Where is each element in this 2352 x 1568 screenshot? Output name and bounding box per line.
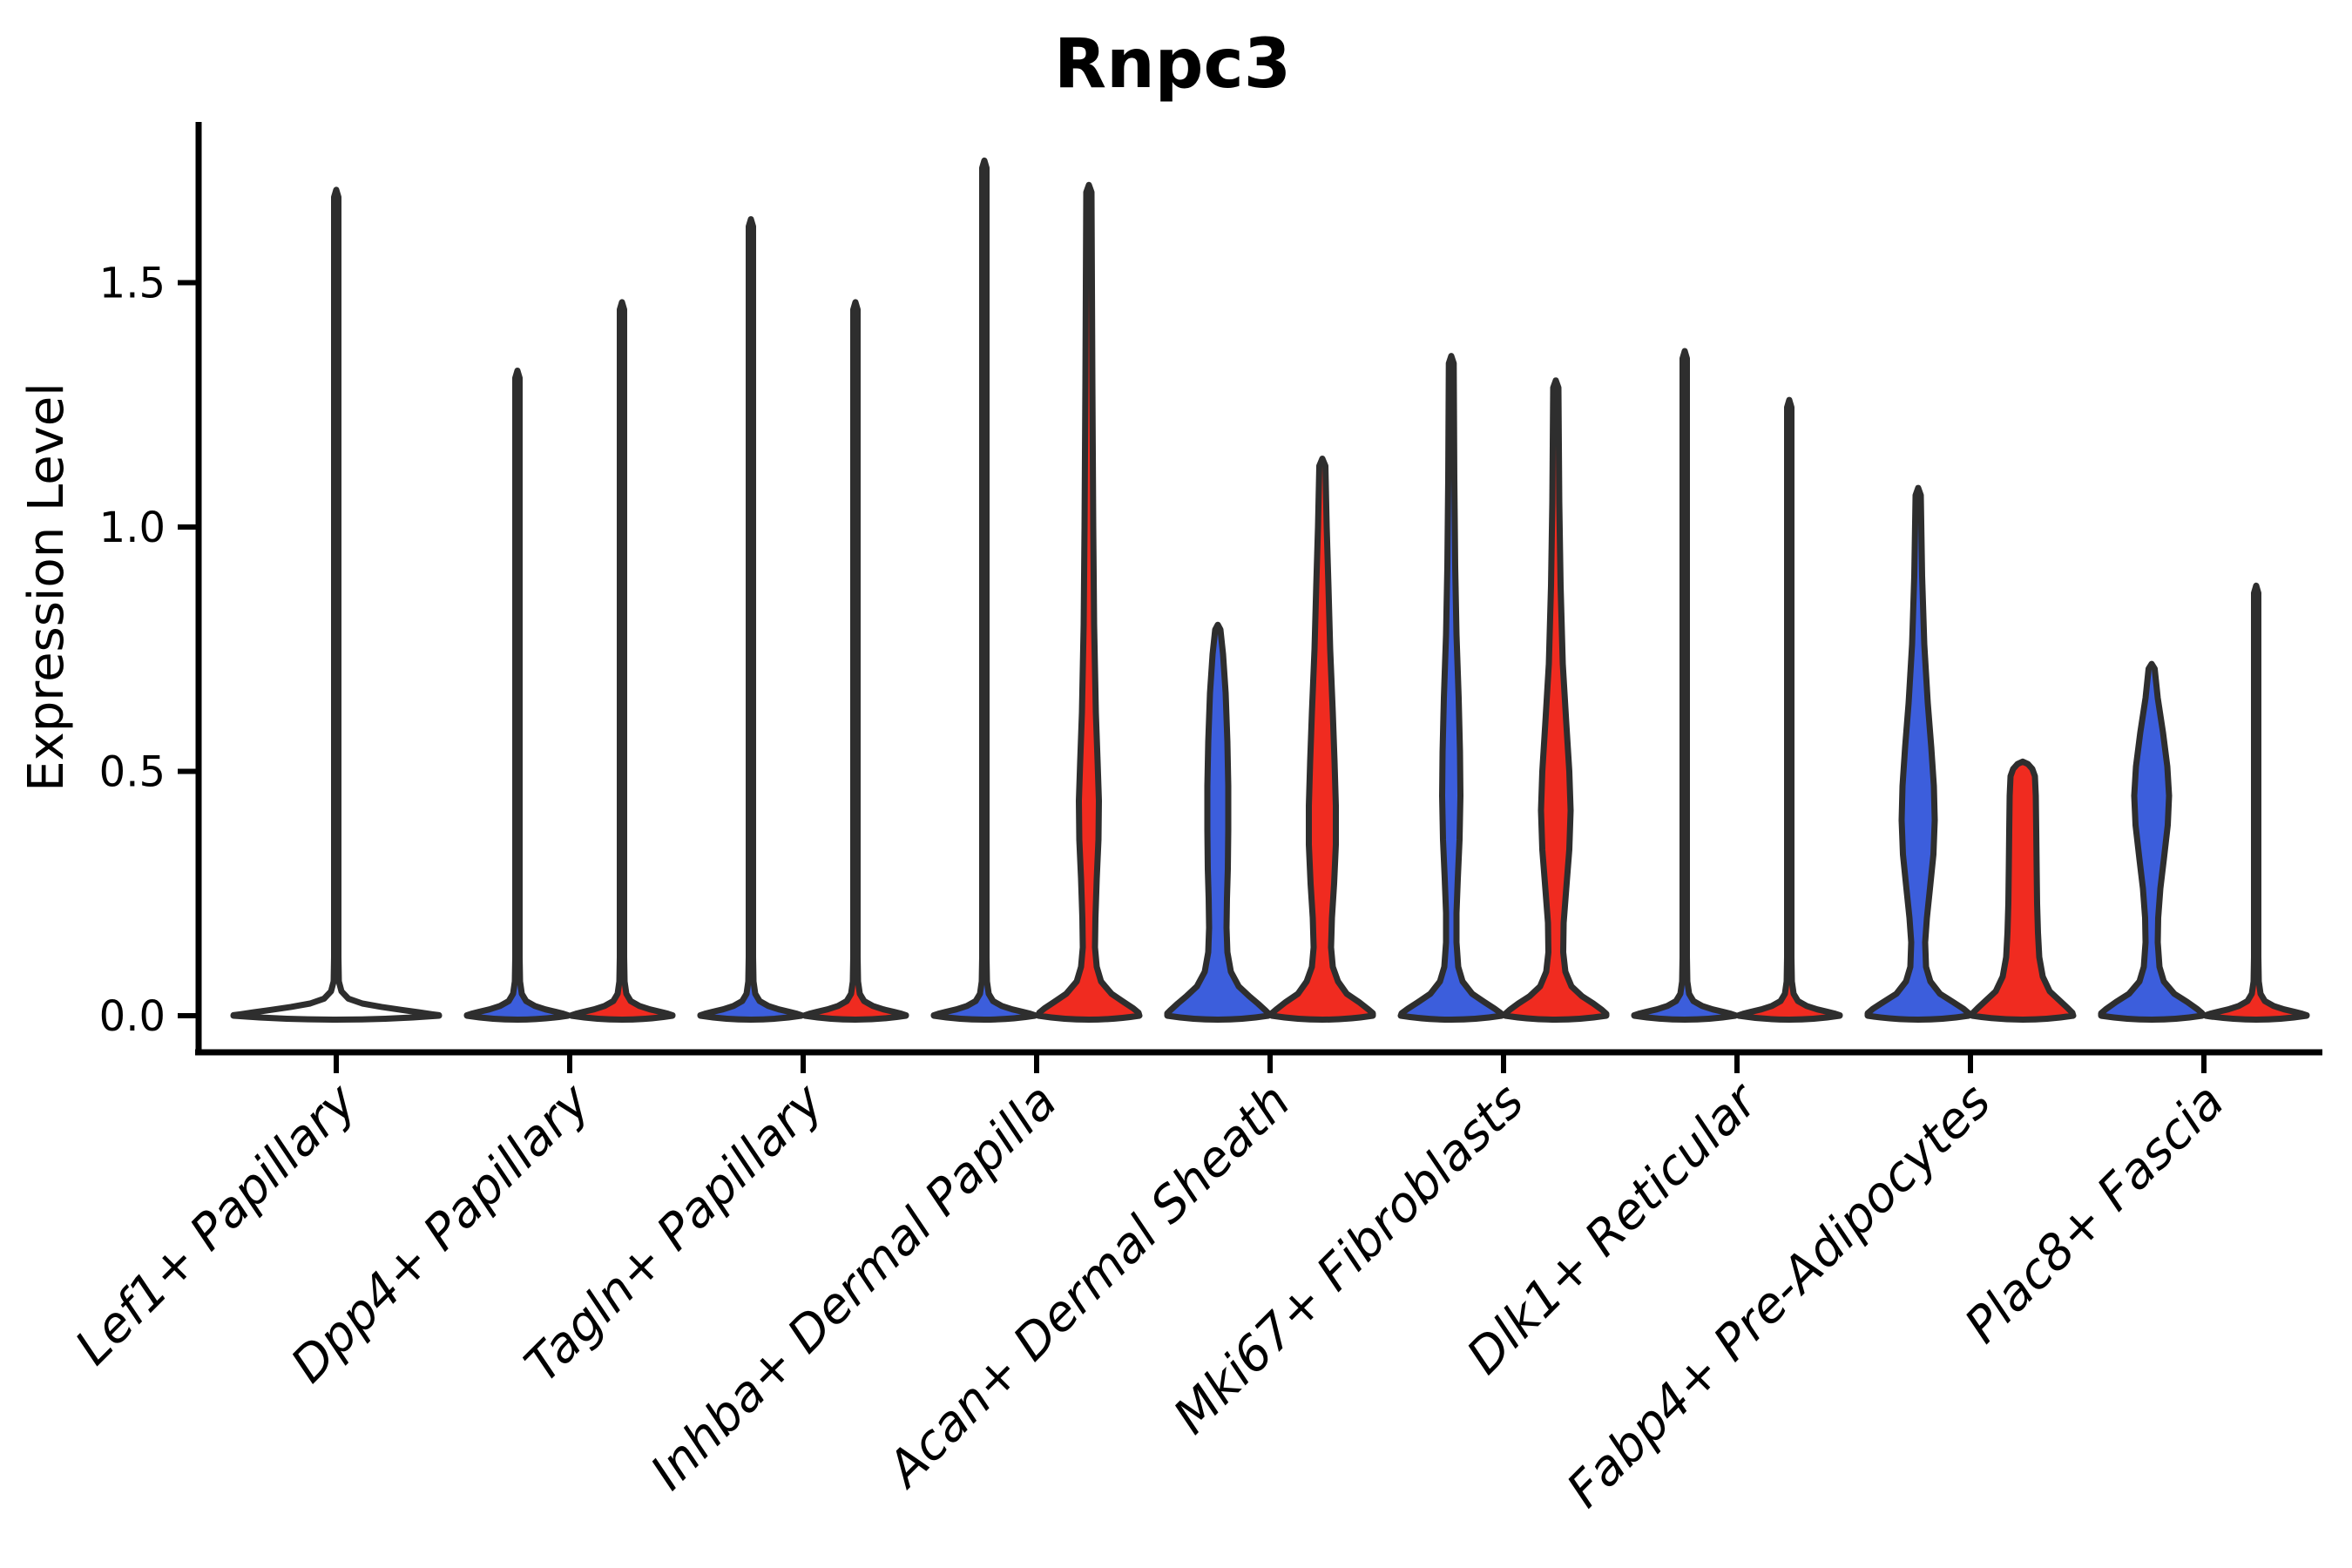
violin-dpp4-papillary-left bbox=[463, 368, 571, 1023]
violin-lef1-papillary-single bbox=[230, 186, 443, 1023]
y-tick-label-1.0: 1.0 bbox=[99, 504, 166, 552]
violin-acan-dermal-sheath-left bbox=[1164, 621, 1272, 1023]
x-tick-label-7: Fabp4+ Pre-Adipocytes bbox=[1557, 1073, 2002, 1518]
violin-dpp4-papillary-right bbox=[568, 299, 676, 1023]
violin-fabp4-pre-adipocytes-right bbox=[1969, 758, 2077, 1023]
y-tick-label-0.5: 0.5 bbox=[99, 748, 166, 797]
violin-fabp4-pre-adipocytes-left bbox=[1864, 484, 1972, 1023]
y-tick-label-1.5: 1.5 bbox=[99, 260, 166, 308]
violin-tagln-papillary-right bbox=[801, 299, 909, 1023]
y-axis-ticks: 0.0 0.5 1.0 1.5 bbox=[99, 260, 199, 1041]
violin-inhba-dermal-papilla-right bbox=[1035, 181, 1143, 1023]
violin-acan-dermal-sheath-right bbox=[1268, 456, 1376, 1023]
violin-plac8-fascia-left bbox=[2098, 660, 2206, 1023]
violin-dlk1-reticular-right bbox=[1735, 396, 1843, 1023]
x-tick-label-3: Inhba+ Dermal Papilla bbox=[640, 1073, 1068, 1501]
violin-mki67-fibroblasts-left bbox=[1397, 353, 1505, 1023]
violin-plac8-fascia-right bbox=[2202, 582, 2310, 1023]
violin-group bbox=[230, 157, 2310, 1023]
y-tick-label-0.0: 0.0 bbox=[99, 992, 166, 1041]
x-tick-label-4: Acan+ Dermal Sheath bbox=[875, 1073, 1301, 1499]
violin-dlk1-reticular-left bbox=[1631, 348, 1739, 1023]
violin-mki67-fibroblasts-right bbox=[1502, 377, 1610, 1023]
y-axis-label: Expression Level bbox=[18, 382, 75, 792]
violin-inhba-dermal-papilla-left bbox=[930, 157, 1038, 1023]
violin-tagln-papillary-left bbox=[697, 216, 805, 1023]
chart-title: Rnpc3 bbox=[1054, 25, 1291, 104]
